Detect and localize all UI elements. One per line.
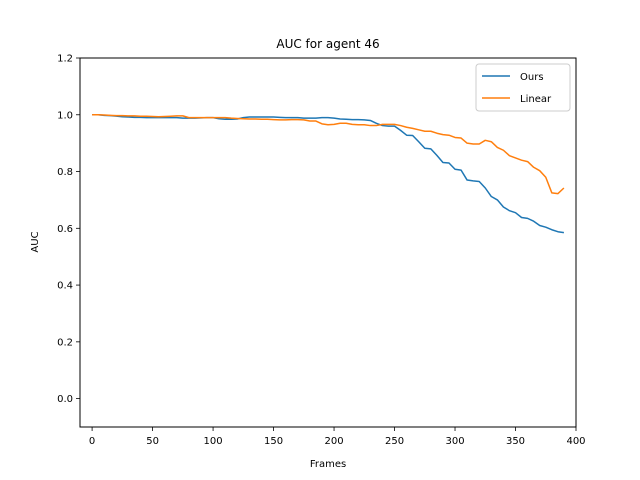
chart-title: AUC for agent 46	[276, 37, 379, 51]
y-tick-label: 0.2	[57, 337, 73, 348]
axes-frame	[79, 57, 577, 428]
x-tick-label: 50	[146, 436, 159, 447]
x-tick-label: 0	[89, 436, 95, 447]
plot-area	[92, 114, 565, 234]
series-line-ours	[92, 114, 565, 234]
x-tick-label: 100	[204, 436, 223, 447]
y-axis-ticks: 0.0 0.2 0.4 0.6 0.8 1.0 1.2	[57, 54, 80, 405]
x-tick-label: 200	[325, 436, 344, 447]
x-axis-ticks: 0 50 100 150 200 250 300 350 400	[89, 427, 586, 447]
y-tick-label: 1.0	[57, 110, 73, 121]
y-tick-label: 0.0	[57, 394, 73, 405]
legend-label: Ours	[520, 72, 544, 83]
y-tick-label: 0.8	[57, 167, 73, 178]
y-tick-label: 0.4	[57, 281, 73, 292]
x-tick-label: 250	[385, 436, 404, 447]
x-tick-label: 150	[264, 436, 283, 447]
x-axis-label: Frames	[310, 459, 346, 470]
y-axis-label: AUC	[30, 231, 41, 252]
legend-label: Linear	[520, 94, 552, 105]
x-tick-label: 350	[506, 436, 525, 447]
x-tick-label: 400	[566, 436, 585, 447]
series-line-linear	[92, 114, 565, 195]
y-tick-label: 0.6	[57, 224, 73, 235]
legend: Ours Linear	[475, 63, 571, 112]
y-tick-label: 1.2	[57, 54, 73, 65]
x-tick-label: 300	[445, 436, 464, 447]
